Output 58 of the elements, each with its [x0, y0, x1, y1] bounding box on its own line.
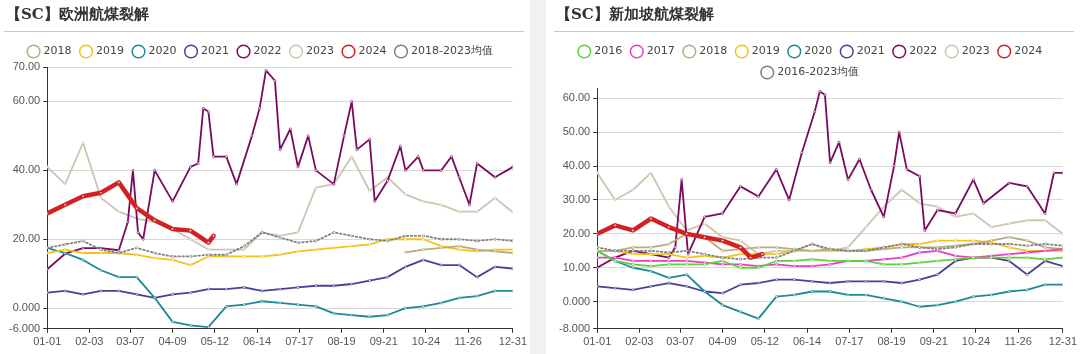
legend-label: 2018 — [43, 44, 72, 58]
legend-label: 2024 — [358, 44, 387, 58]
legend-label: 2022 — [253, 44, 282, 58]
x-tick-label: 09-21 — [919, 335, 948, 348]
legend-label: 2016 — [594, 44, 623, 58]
x-tick-label: 03-07 — [116, 335, 145, 348]
legend-label: 2018-2023均值 — [411, 44, 493, 58]
x-tick-label: 08-19 — [877, 335, 906, 348]
y-tick-label: 70.00 — [12, 60, 41, 73]
x-tick-label: 08-19 — [327, 335, 356, 348]
legend-label: 2024 — [1014, 44, 1043, 58]
y-tick-label: -6.000 — [8, 321, 41, 334]
legend-label: 2021 — [201, 44, 230, 58]
y-tick-label: 10.00 — [562, 260, 591, 273]
x-tick-label: 02-03 — [625, 335, 654, 348]
x-tick-label: 05-12 — [200, 335, 229, 348]
legend-label: 2016-2023均值 — [777, 65, 860, 79]
chart-title: 【SC】欧洲航煤裂解 — [6, 4, 149, 23]
y-tick-label: 60.00 — [562, 91, 591, 104]
y-tick-label: 50.00 — [562, 125, 591, 138]
x-tick-label: 07-17 — [835, 335, 864, 348]
legend-label: 2021 — [856, 44, 885, 58]
legend-label: 2019 — [751, 44, 780, 58]
legend-label: 2019 — [96, 44, 125, 58]
x-tick-label: 03-07 — [666, 335, 695, 348]
x-tick-label: 06-14 — [792, 335, 822, 348]
legend-label: 2020 — [804, 44, 833, 58]
x-tick-label: 05-12 — [750, 335, 779, 348]
y-tick-label: 40.00 — [12, 163, 41, 176]
legend-label: 2020 — [148, 44, 177, 58]
legend-label: 2017 — [646, 44, 675, 58]
y-tick-label: 20.00 — [12, 232, 41, 245]
x-tick-label: 01-01 — [33, 335, 62, 348]
x-tick-label: 10-24 — [411, 335, 440, 348]
chart-title: 【SC】新加坡航煤裂解 — [556, 4, 714, 23]
x-tick-label: 01-01 — [583, 335, 612, 348]
legend-label: 2023 — [961, 44, 990, 58]
x-tick-label: 12-31 — [498, 335, 527, 348]
legend-label: 2022 — [909, 44, 938, 58]
y-tick-label: 40.00 — [562, 159, 591, 172]
legend-label: 2023 — [306, 44, 335, 58]
y-tick-label: -8.000 — [558, 321, 591, 334]
x-tick-label: 02-03 — [75, 335, 104, 348]
y-tick-label: 0.000 — [562, 294, 591, 307]
x-tick-label: 04-09 — [708, 335, 737, 348]
x-tick-label: 11-26 — [1004, 335, 1032, 348]
legend-label: 2018 — [699, 44, 728, 58]
x-tick-label: 10-24 — [961, 335, 990, 348]
x-tick-label: 06-14 — [242, 335, 272, 348]
x-tick-label: 11-26 — [454, 335, 482, 348]
y-tick-label: 0.000 — [12, 301, 41, 314]
y-tick-label: 60.00 — [12, 94, 41, 107]
y-tick-label: 30.00 — [562, 192, 591, 205]
x-tick-label: 09-21 — [369, 335, 398, 348]
y-tick-label: 20.00 — [562, 226, 591, 239]
x-tick-label: 04-09 — [158, 335, 187, 348]
x-tick-label: 07-17 — [285, 335, 314, 348]
x-tick-label: 12-31 — [1048, 335, 1077, 348]
